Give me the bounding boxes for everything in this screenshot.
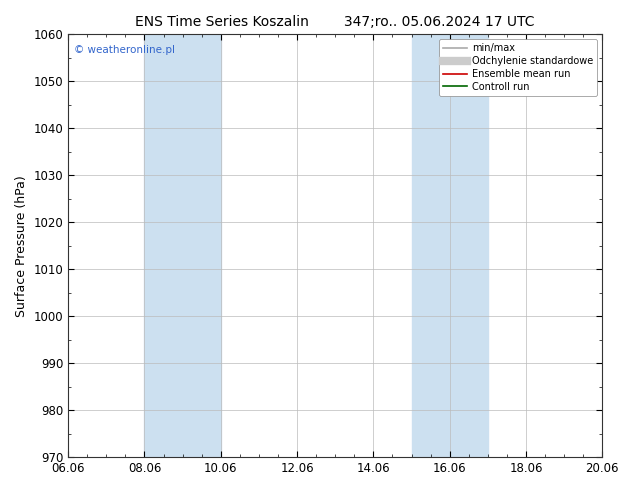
Text: © weatheronline.pl: © weatheronline.pl bbox=[74, 45, 174, 55]
Bar bbox=[411, 34, 488, 457]
Bar bbox=[145, 34, 221, 457]
Legend: min/max, Odchylenie standardowe, Ensemble mean run, Controll run: min/max, Odchylenie standardowe, Ensembl… bbox=[439, 39, 597, 96]
Y-axis label: Surface Pressure (hPa): Surface Pressure (hPa) bbox=[15, 175, 28, 317]
Title: ENS Time Series Koszalin        347;ro.. 05.06.2024 17 UTC: ENS Time Series Koszalin 347;ro.. 05.06.… bbox=[136, 15, 535, 29]
